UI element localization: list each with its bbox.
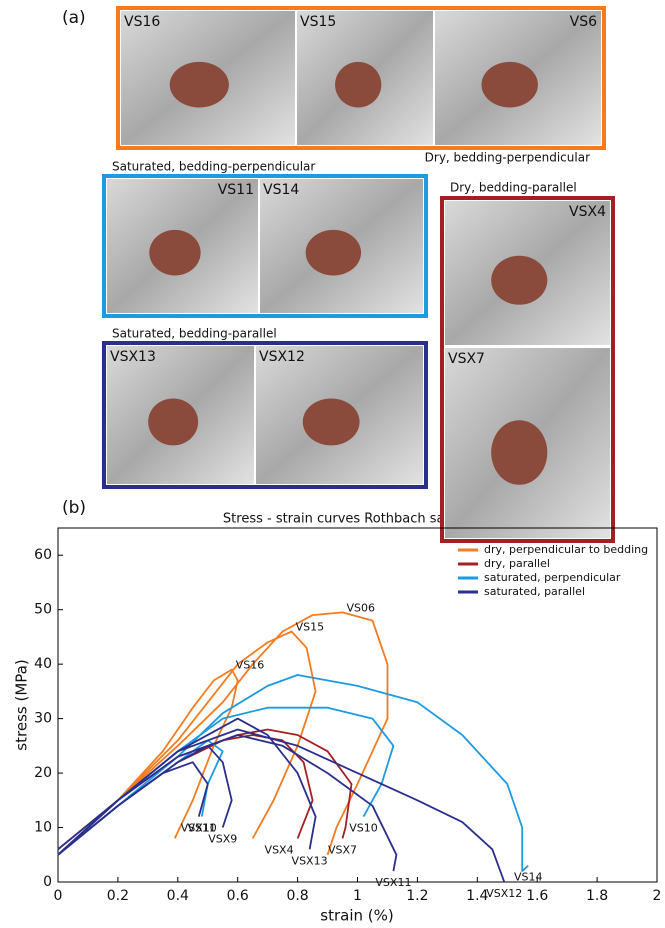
- x-tick-label: 0: [54, 888, 63, 904]
- curve-label: VSX12: [486, 887, 522, 900]
- stress-curve: [57, 734, 314, 856]
- y-tick-label: 30: [34, 711, 52, 727]
- legend-text: dry, parallel: [484, 557, 550, 570]
- sample: [481, 61, 538, 108]
- curve-label: VSX9: [208, 833, 237, 846]
- curve-label: VS16: [236, 659, 265, 672]
- y-tick-label: 60: [34, 547, 52, 563]
- caption: Saturated, bedding-parallel: [112, 327, 277, 341]
- x-tick-label: 1.6: [526, 888, 548, 904]
- curve-label: VSX13: [292, 854, 328, 867]
- y-tick-label: 40: [34, 656, 52, 672]
- sample: [169, 61, 229, 108]
- sample: [149, 229, 201, 276]
- y-axis-title: stress (MPa): [13, 659, 31, 750]
- panel-label: (a): [62, 8, 86, 28]
- x-tick-label: 1: [353, 888, 362, 904]
- sample: [491, 420, 548, 485]
- stress-curve: [57, 761, 209, 856]
- photo-label: VS16: [124, 14, 160, 30]
- photo-label: VSX13: [110, 349, 156, 365]
- curve-label: VS15: [296, 620, 325, 633]
- photo-label: VSX12: [259, 349, 305, 365]
- x-tick-label: 1.4: [466, 888, 488, 904]
- stress-curve: [57, 739, 224, 856]
- photo-label: VS6: [570, 14, 597, 30]
- photo-label: VSX7: [448, 351, 485, 367]
- group-frame: [102, 174, 428, 318]
- stress-curve: [57, 611, 389, 856]
- sample: [305, 229, 362, 276]
- curve-label: VS14: [514, 871, 543, 884]
- sample: [491, 255, 548, 305]
- caption: Dry, bedding-parallel: [450, 181, 577, 195]
- curve-label: VSX7: [328, 843, 357, 856]
- curve-label: VSX11: [375, 876, 411, 889]
- curve-label: VS11: [188, 822, 217, 835]
- photo-label: VS11: [218, 182, 254, 198]
- x-tick-label: 1.8: [586, 888, 608, 904]
- group-frame: [102, 341, 428, 489]
- x-tick-label: 0.6: [227, 888, 249, 904]
- stress-curve: [57, 674, 529, 872]
- x-tick-label: 0.2: [107, 888, 129, 904]
- photo-label: VSX4: [569, 204, 606, 220]
- y-tick-label: 10: [34, 820, 52, 836]
- photo-label: VS14: [263, 182, 299, 198]
- x-axis-title: strain (%): [320, 907, 393, 925]
- legend-text: saturated, parallel: [484, 585, 585, 598]
- caption: Saturated, bedding-perpendicular: [112, 160, 315, 174]
- y-tick-label: 20: [34, 765, 52, 781]
- x-tick-label: 1.2: [406, 888, 428, 904]
- y-tick-label: 50: [34, 602, 52, 618]
- sample: [148, 398, 199, 446]
- panel-label: (b): [62, 498, 86, 518]
- x-tick-label: 2: [653, 888, 662, 904]
- caption: Dry, bedding-perpendicular: [425, 151, 590, 165]
- stress-curve: [57, 668, 239, 856]
- curve-label: VS06: [347, 601, 376, 614]
- curve-label: VSX10: [181, 822, 217, 835]
- x-tick-label: 0.4: [167, 888, 189, 904]
- chart-title: Stress - strain curves Rothbach sandston…: [223, 512, 497, 527]
- curve-label: VSX4: [265, 843, 294, 856]
- group-frame: [440, 196, 615, 543]
- y-tick-label: 0: [43, 874, 52, 890]
- stress-curve: [57, 630, 317, 856]
- sample: [335, 61, 382, 108]
- sample: [302, 398, 360, 446]
- curve-label: VS10: [349, 822, 378, 835]
- legend-text: saturated, perpendicular: [484, 571, 621, 584]
- x-tick-label: 0.8: [286, 888, 308, 904]
- legend-text: dry, perpendicular to bedding: [484, 543, 648, 556]
- photo-label: VS15: [300, 14, 336, 30]
- group-frame: [116, 6, 606, 150]
- stress-curve: [57, 728, 506, 883]
- stress-curve: [57, 734, 398, 872]
